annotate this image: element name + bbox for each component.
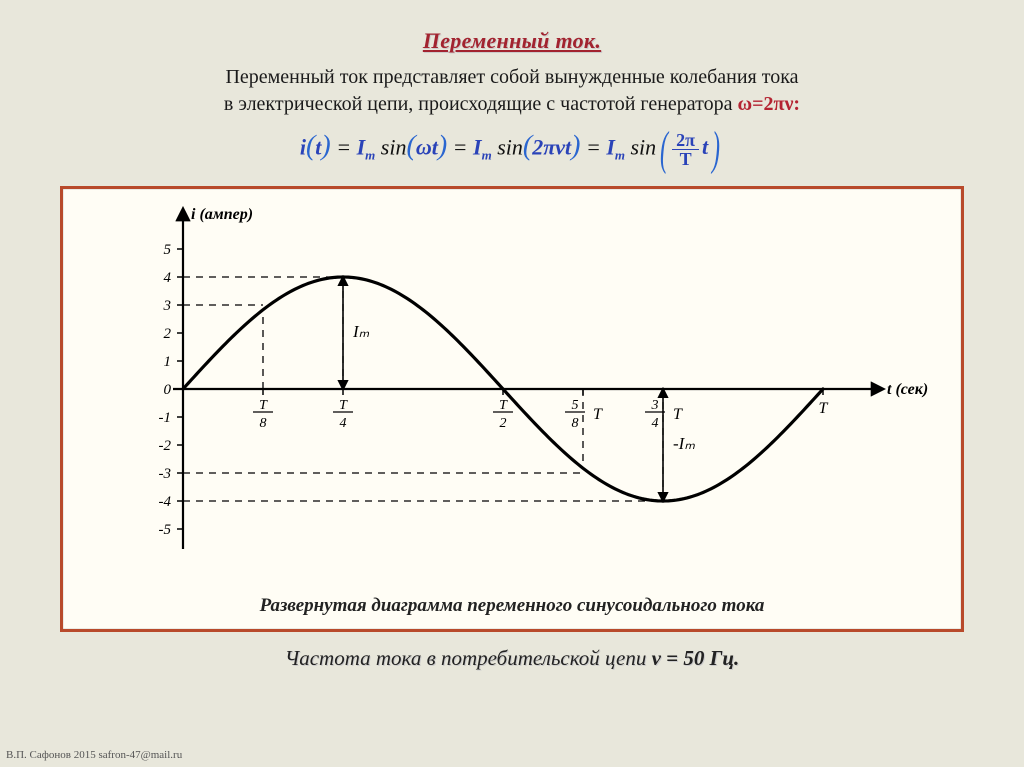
subtitle-line2: в электрической цепи, происходящие с час… <box>224 93 738 115</box>
svg-text:8: 8 <box>572 416 579 431</box>
svg-text:-5: -5 <box>159 522 172 538</box>
svg-text:T: T <box>593 406 603 423</box>
eq2: = <box>453 134 473 159</box>
tvar: t <box>699 134 708 159</box>
sin3: sin <box>631 134 657 159</box>
wt: ωt <box>416 134 438 159</box>
svg-text:5: 5 <box>572 398 579 413</box>
bottom-note: Частота тока в потребительской цепи ν = … <box>0 646 1024 671</box>
chart-box: i (ампер)t (сек)-5-4-3-2-1012345T8T4T258… <box>60 186 964 632</box>
svg-text:-3: -3 <box>159 466 172 482</box>
svg-text:0: 0 <box>164 382 172 398</box>
sine-chart: i (ампер)t (сек)-5-4-3-2-1012345T8T4T258… <box>63 189 961 589</box>
eq3: = <box>586 134 606 159</box>
note-prefix: Частота тока в потребительской цепи <box>285 646 652 670</box>
sin2: sin <box>497 134 523 159</box>
svg-text:2: 2 <box>164 326 172 342</box>
Im1: I <box>357 134 366 159</box>
subtitle-line1: Переменный ток представляет собой вынужд… <box>225 66 798 88</box>
svg-text:4: 4 <box>164 270 172 286</box>
subtitle-suffix: : <box>793 93 800 115</box>
svg-text:2: 2 <box>500 416 507 431</box>
svg-text:3: 3 <box>163 298 172 314</box>
m1: m <box>365 148 375 163</box>
svg-text:T: T <box>259 398 268 413</box>
Im3: I <box>606 134 615 159</box>
subtitle: Переменный ток представляет собой вынужд… <box>80 64 944 118</box>
formula-block: i(t) = Im sin(ωt) = Im sin(2πνt) = Im si… <box>0 130 1024 168</box>
svg-text:-1: -1 <box>159 410 172 426</box>
twopnut: 2πνt <box>532 134 571 159</box>
sin1: sin <box>381 134 407 159</box>
frac-num: 2π <box>672 131 699 150</box>
svg-text:5: 5 <box>164 242 172 258</box>
svg-text:i (ампер): i (ампер) <box>191 206 253 223</box>
svg-text:T: T <box>499 398 508 413</box>
m3: m <box>615 148 625 163</box>
svg-text:-4: -4 <box>159 494 172 510</box>
svg-text:T: T <box>339 398 348 413</box>
eq1: = <box>336 134 356 159</box>
svg-text:-2: -2 <box>159 438 172 454</box>
svg-text:T: T <box>673 406 683 423</box>
m2: m <box>482 148 492 163</box>
page-title: Переменный ток. <box>0 0 1024 54</box>
svg-text:3: 3 <box>651 398 659 413</box>
svg-text:Iₘ: Iₘ <box>352 322 370 341</box>
chart-caption: Развернутая диаграмма переменного синусо… <box>63 595 961 617</box>
note-value: ν = 50 Гц. <box>652 646 740 670</box>
svg-text:T: T <box>819 400 829 417</box>
credit: В.П. Сафонов 2015 safron-47@mail.ru <box>6 749 182 761</box>
svg-text:4: 4 <box>652 416 659 431</box>
svg-text:-Iₘ: -Iₘ <box>673 434 695 453</box>
svg-text:4: 4 <box>340 416 347 431</box>
Im2: I <box>473 134 482 159</box>
subtitle-formula: ω=2πν <box>738 93 794 115</box>
svg-text:1: 1 <box>164 354 172 370</box>
svg-text:t (сек): t (сек) <box>887 381 928 398</box>
frac-den: T <box>672 150 699 168</box>
svg-text:8: 8 <box>260 416 267 431</box>
